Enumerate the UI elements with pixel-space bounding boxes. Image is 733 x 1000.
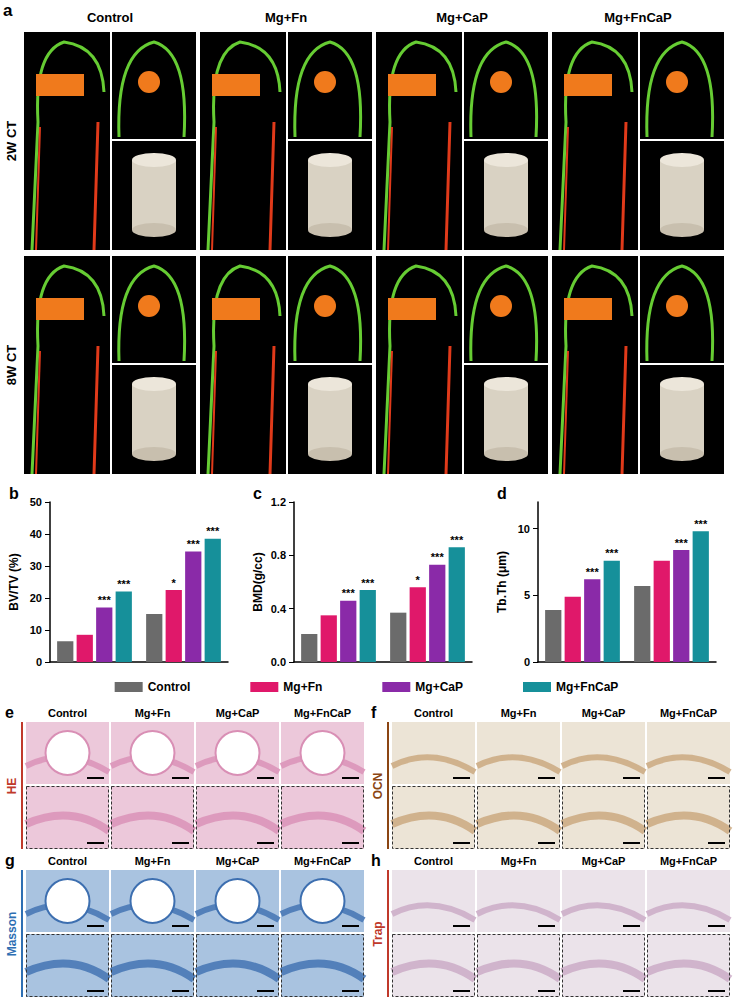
svg-text:c: c (253, 485, 262, 502)
svg-text:Control: Control (414, 707, 453, 719)
svg-text:***: *** (431, 551, 445, 563)
svg-text:Mg+CaP: Mg+CaP (415, 680, 463, 694)
svg-text:Mg+CaP: Mg+CaP (436, 10, 488, 25)
svg-text:0.8: 0.8 (271, 549, 286, 561)
svg-text:Trap: Trap (371, 921, 385, 946)
svg-text:Control: Control (414, 855, 453, 867)
svg-text:8W CT: 8W CT (4, 345, 19, 386)
svg-text:5: 5 (524, 589, 530, 601)
svg-text:*: * (416, 574, 421, 586)
svg-text:***: *** (206, 525, 220, 537)
svg-text:Mg+Fn: Mg+Fn (135, 707, 171, 719)
svg-text:Mg+Fn: Mg+Fn (283, 680, 322, 694)
svg-text:BMD(g/cc): BMD(g/cc) (251, 552, 265, 611)
svg-text:b: b (9, 485, 19, 502)
svg-text:20: 20 (30, 592, 42, 604)
svg-text:Control: Control (87, 10, 133, 25)
svg-text:OCN: OCN (371, 773, 385, 800)
svg-text:Mg+Fn: Mg+Fn (501, 707, 537, 719)
svg-text:***: *** (450, 534, 464, 546)
svg-text:Control: Control (148, 680, 191, 694)
svg-text:Mg+FnCaP: Mg+FnCaP (604, 10, 672, 25)
svg-text:f: f (371, 704, 377, 721)
svg-text:***: *** (187, 538, 201, 550)
svg-text:***: *** (605, 547, 619, 559)
svg-text:2W CT: 2W CT (4, 121, 19, 162)
svg-text:0.0: 0.0 (271, 656, 286, 668)
svg-text:Control: Control (48, 855, 87, 867)
svg-text:***: *** (586, 566, 600, 578)
svg-text:d: d (497, 485, 507, 502)
svg-text:***: *** (342, 587, 356, 599)
svg-text:Mg+Fn: Mg+Fn (135, 855, 171, 867)
svg-text:30: 30 (30, 560, 42, 572)
svg-text:Mg+FnCaP: Mg+FnCaP (294, 855, 351, 867)
svg-text:Control: Control (48, 707, 87, 719)
svg-text:h: h (371, 852, 381, 869)
svg-text:***: *** (675, 537, 689, 549)
svg-text:Mg+FnCaP: Mg+FnCaP (294, 707, 351, 719)
svg-text:***: *** (117, 578, 131, 590)
svg-text:1.2: 1.2 (271, 496, 286, 508)
svg-text:e: e (5, 704, 14, 721)
svg-text:0.4: 0.4 (271, 603, 287, 615)
svg-text:40: 40 (30, 528, 42, 540)
svg-text:Mg+CaP: Mg+CaP (216, 855, 260, 867)
svg-text:Tb.Th (μm): Tb.Th (μm) (495, 551, 509, 613)
svg-text:BV/TV (%): BV/TV (%) (7, 553, 21, 610)
svg-text:***: *** (98, 594, 112, 606)
svg-text:HE: HE (5, 778, 19, 795)
svg-text:Masson: Masson (5, 912, 19, 957)
svg-text:Mg+CaP: Mg+CaP (582, 707, 626, 719)
svg-text:0: 0 (36, 656, 42, 668)
svg-text:*: * (172, 577, 177, 589)
svg-text:0: 0 (524, 656, 530, 668)
svg-text:a: a (3, 1, 13, 20)
svg-text:Mg+CaP: Mg+CaP (582, 855, 626, 867)
svg-text:***: *** (361, 577, 375, 589)
svg-text:Mg+FnCaP: Mg+FnCaP (660, 707, 717, 719)
svg-text:***: *** (694, 518, 708, 530)
svg-text:g: g (5, 852, 15, 869)
svg-text:10: 10 (30, 624, 42, 636)
svg-text:10: 10 (518, 523, 530, 535)
svg-text:Mg+FnCaP: Mg+FnCaP (556, 680, 618, 694)
svg-text:Mg+CaP: Mg+CaP (216, 707, 260, 719)
svg-text:50: 50 (30, 496, 42, 508)
svg-text:Mg+Fn: Mg+Fn (265, 10, 307, 25)
svg-text:Mg+Fn: Mg+Fn (501, 855, 537, 867)
svg-text:Mg+FnCaP: Mg+FnCaP (660, 855, 717, 867)
